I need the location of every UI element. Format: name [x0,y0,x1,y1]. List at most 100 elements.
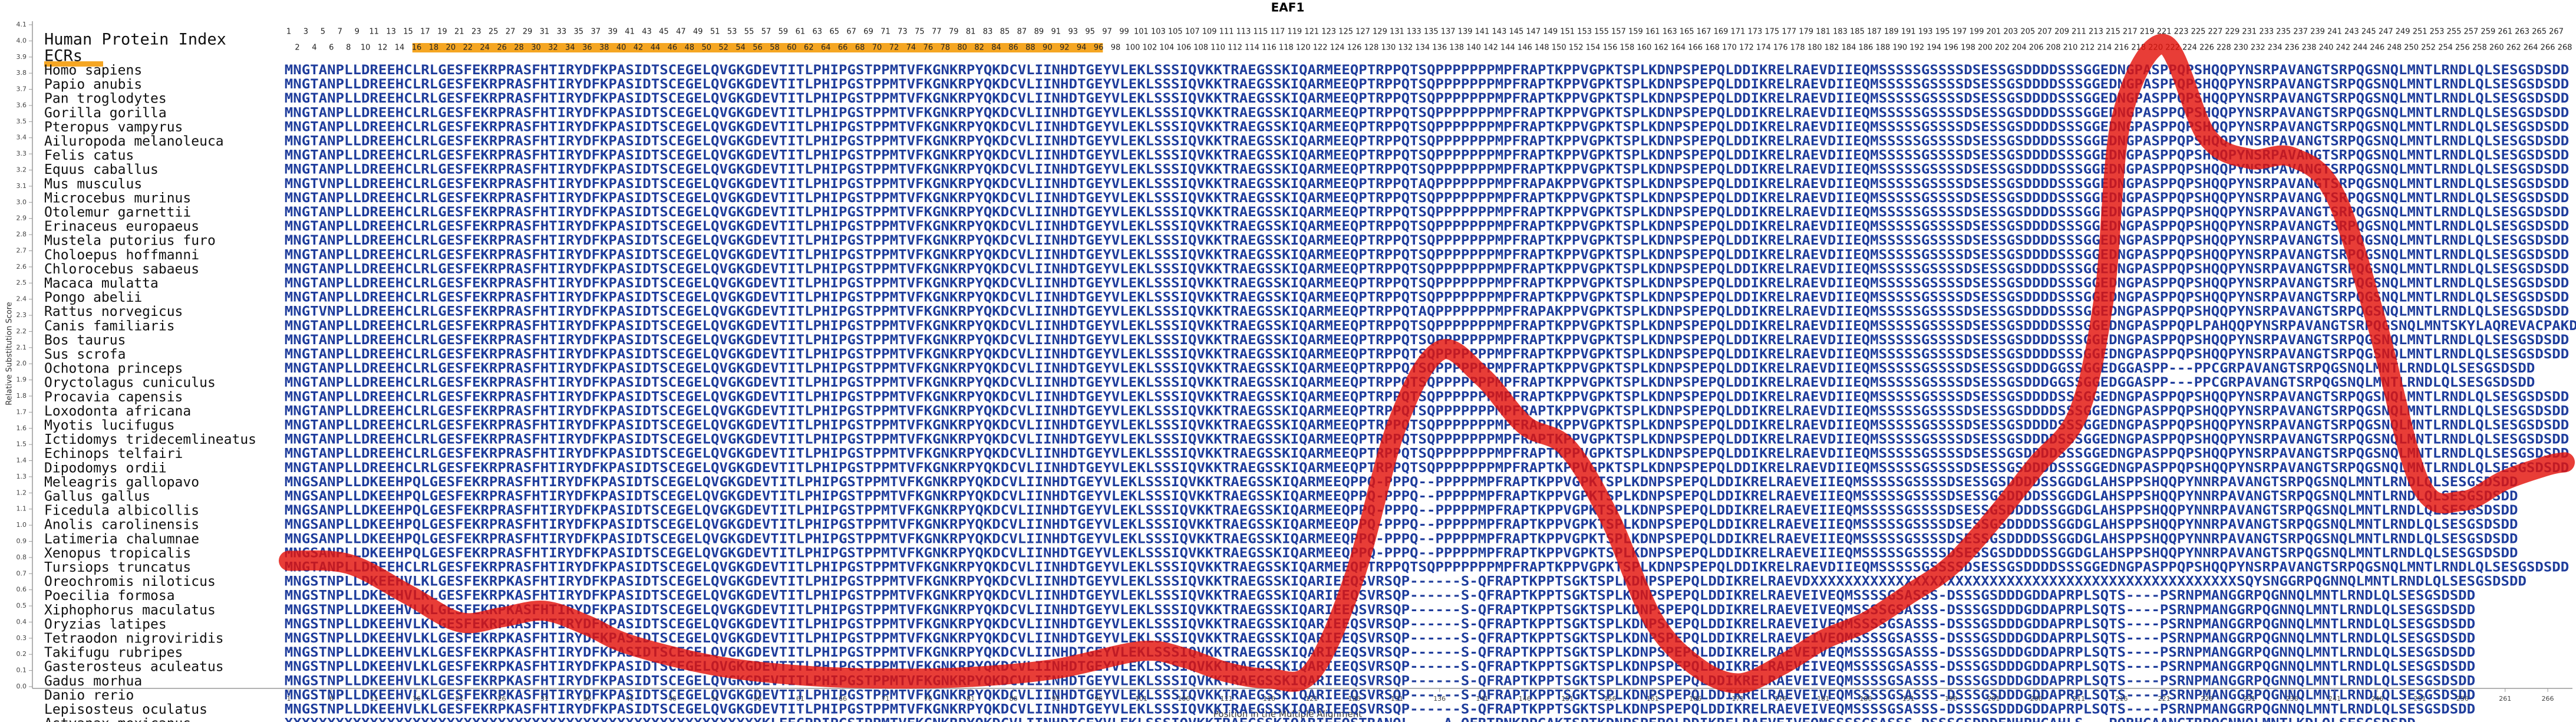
y-tick-label: 1.9 [17,376,27,384]
x-tick-label: 6 [329,695,334,703]
species-name: Macaca mulatta [44,276,159,291]
index-number: 245 [2361,28,2376,37]
index-number: 55 [744,28,754,37]
index-number: 66 [838,44,848,52]
index-number: 224 [2182,44,2197,52]
index-number: 244 [2353,44,2367,52]
sequence: MNGTANPLLDREEHCLRLGESFEKRPRASFHTIRYDFKPA… [285,333,2569,348]
index-number: 185 [1850,28,1865,37]
index-number: 79 [949,28,959,37]
x-tick-label: 66 [839,695,847,703]
species-name: Gadus morhua [44,674,142,689]
index-number: 161 [1645,28,1660,37]
index-number: 22 [463,44,473,52]
index-number: 72 [889,44,899,52]
index-number: 89 [1034,28,1044,37]
ecr-band [412,43,1103,52]
y-tick-label: 3.7 [17,85,27,93]
index-number: 261 [2498,28,2512,37]
species-name: Homo sapiens [44,63,142,78]
x-tick-label: 201 [1987,695,2000,703]
x-tick-label: 186 [1859,695,1872,703]
sequence: MNGSTNPLLDKEEHVLKLGESFEKRPKASFHTIRYDFKPA… [285,660,2475,674]
index-number: 139 [1458,28,1473,37]
x-tick-label: 36 [583,695,591,703]
sequence: MNGSTNPLLDKEEHVLKLGESFEKRPKASFHTIRYDFKPA… [285,674,2475,688]
index-number: 136 [1432,44,1447,52]
y-tick-label: 0.1 [17,667,27,674]
sequence: MNGSANPLLDKEEHPQLGESFEKRPRASFHTIRYDFKPAS… [285,489,2518,504]
sequence: MNGTANPLLDREEHCLRLGESFEKRPRASFHTIRYDFKPA… [285,120,2569,134]
sequence: MNGSANPLLDKEEHPQLGESFEKRPRASFHTIRYDFKPAS… [285,503,2518,518]
sequence: MNGTANPLLDREEHCLRLGESFEKRPRASFHTIRYDFKPA… [285,561,2569,575]
index-number: 153 [1577,28,1592,37]
sequence: MNGTANPLLDREEHCLRLGESFEKRPRASFHTIRYDFKPA… [285,291,2569,305]
y-tick-label: 2.3 [17,311,27,319]
species-name: Pan troglodytes [44,91,167,107]
index-number: 178 [1790,44,1805,52]
index-number: 158 [1620,44,1634,52]
x-tick-label: 251 [2414,695,2426,703]
species-name: Equus caballus [44,162,159,177]
index-number: 166 [1688,44,1703,52]
index-number: 257 [2463,28,2478,37]
x-tick-label: 46 [668,695,677,703]
sequence: MNGTANPLLDREEHCLRLGESFEKRPRASFHTIRYDFKPA… [285,433,2569,447]
index-number: 104 [1159,44,1174,52]
index-number: 143 [1492,28,1507,37]
index-number: 233 [2259,28,2274,37]
index-number: 211 [2072,28,2086,37]
index-number: 58 [770,44,780,52]
y-tick-label: 3.5 [17,117,27,125]
x-tick-label: 246 [2371,695,2383,703]
index-number: 132 [1398,44,1413,52]
index-number: 199 [1970,28,1984,37]
sequence: MNGTANPLLDREEHCLRLGESFEKRPRASFHTIRYDFKPA… [285,163,2569,177]
species-name: Echinops telfairi [44,446,183,461]
index-number: 232 [2251,44,2265,52]
index-number: 16 [412,44,422,52]
index-number: 177 [1782,28,1796,37]
x-tick-label: 226 [2201,695,2213,703]
index-number: 112 [1228,44,1242,52]
sequence: MNGTANPLLDREEHCLRLGESFEKRPRASFHTIRYDFKPA… [285,91,2569,106]
index-number: 160 [1637,44,1651,52]
index-number: 134 [1415,44,1430,52]
index-number: 263 [2515,28,2529,37]
species-name: Gallus gallus [44,489,150,505]
index-number: 241 [2327,28,2342,37]
index-number: 234 [2268,44,2283,52]
index-number: 154 [1586,44,1601,52]
index-number: 8 [346,44,351,52]
index-number: 186 [1859,44,1874,52]
index-number: 11 [369,28,379,37]
species-name: Canis familiaris [44,318,175,334]
x-tick-label: 151 [1561,695,1574,703]
x-tick-label: 91 [1052,695,1060,703]
index-number: 204 [2012,44,2027,52]
index-number: 99 [1119,28,1129,37]
sequence: MNGTANPLLDREEHCLRLGESFEKRPRASFHTIRYDFKPA… [285,262,2569,276]
sequence: MNGSTNPLLDKEEHVLKLGESFEKRPKASFHTIRYDFKPA… [285,617,2475,632]
sequence: MNGTANPLLDREEHCLRLGESFEKRPRASFHTIRYDFKPA… [285,191,2569,206]
x-tick-label: 106 [1177,695,1190,703]
index-number: 88 [1025,44,1035,52]
index-number: 255 [2447,28,2462,37]
index-number: 176 [1773,44,1788,52]
score-line [279,34,2575,694]
index-number: 197 [1952,28,1967,37]
sequence: MNGTANPLLDREEHCLRLGESFEKRPRASFHTIRYDFKPA… [285,63,2569,78]
index-number: 106 [1176,44,1191,52]
index-number: 183 [1833,28,1848,37]
index-number: 4 [312,44,316,52]
index-number: 124 [1330,44,1345,52]
x-tick-label: 56 [754,695,762,703]
index-number: 151 [1560,28,1575,37]
sequence: MNGTANPLLDREEHCLRLGESFEKRPRASFHTIRYDFKPA… [285,404,2569,418]
index-number: 25 [489,28,499,37]
y-tick-label: 4.1 [17,21,27,28]
y-tick-label: 3.4 [17,134,27,141]
y-tick-label: 2.6 [17,263,27,271]
sequence: MNGSTNPLLDKEEHVLKLGESFEKRPKASFHTIRYDFKPA… [285,589,2475,604]
y-tick-label: 3.0 [17,198,27,206]
